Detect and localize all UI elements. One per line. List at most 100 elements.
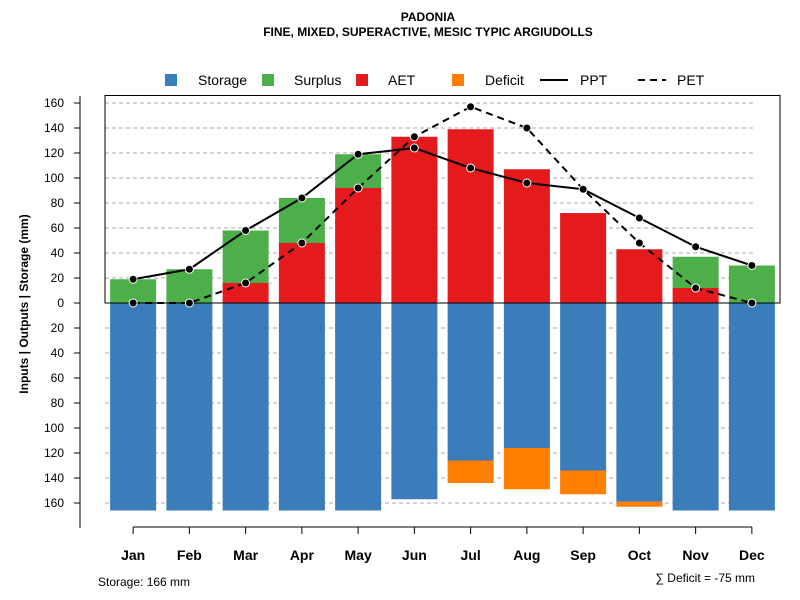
legend-label: Storage (198, 72, 247, 88)
x-tick-label: Aug (513, 547, 540, 563)
x-tick-label: Jul (461, 547, 481, 563)
pet-point (522, 123, 532, 133)
legend-item-surplus: Surplus (262, 72, 341, 88)
x-axis: Jan Feb Mar Apr May Jun Jul Aug Sep Oct Nov Dec (121, 526, 765, 563)
legend-swatch (262, 74, 274, 86)
storage-bar (672, 303, 719, 511)
ppt-point (241, 226, 251, 235)
legend-label: PET (677, 72, 705, 88)
deficit-bar (616, 501, 663, 507)
surplus-bar (278, 198, 325, 243)
y-tick-label: 140 (44, 471, 64, 485)
y-tick-label: 120 (44, 146, 64, 160)
aet-bar (278, 243, 325, 303)
y-axis-label: Inputs | Outputs | Storage (mm) (17, 214, 31, 393)
surplus-bar (110, 279, 157, 303)
pet-point (634, 238, 644, 248)
legend-label: Deficit (485, 72, 524, 88)
legend-item-ppt: PPT (540, 72, 608, 88)
storage-bar (222, 303, 269, 511)
storage-bar (447, 303, 494, 461)
legend: Storage Surplus AET Deficit PPT PET (165, 72, 705, 88)
legend-label: AET (388, 72, 416, 88)
legend-label: PPT (580, 72, 608, 88)
ppt-point (634, 213, 644, 223)
pet-line (133, 105, 753, 304)
ppt-point (747, 261, 757, 270)
storage-bar (616, 303, 663, 502)
y-tick-label: 60 (51, 371, 65, 385)
storage-bar (166, 303, 213, 511)
x-tick-label: Apr (290, 547, 315, 563)
series-lines (128, 102, 757, 308)
storage-bar (278, 303, 325, 511)
storage-bar (728, 303, 775, 511)
surplus-bar (672, 256, 719, 288)
legend-swatch (452, 74, 464, 86)
legend-label: Surplus (294, 72, 341, 88)
aet-bar (222, 283, 269, 303)
ppt-point (184, 264, 194, 274)
storage-bar (335, 303, 382, 511)
legend-item-deficit: Deficit (452, 72, 524, 88)
y-tick-label: 160 (44, 496, 64, 510)
y-axis: 160 140 120 100 80 60 40 20 0 20 40 60 80 100 120 140 16… (44, 96, 81, 528)
ppt-point (409, 143, 419, 153)
pet-point (297, 238, 307, 248)
pet-point (466, 102, 476, 112)
storage-note: Storage: 166 mm (98, 575, 190, 589)
pet-point (128, 298, 138, 308)
legend-swatch (165, 74, 177, 86)
storage-bar (503, 303, 550, 448)
aet-bar (616, 249, 663, 303)
y-tick-label: 140 (44, 121, 64, 135)
legend-item-pet: PET (638, 72, 705, 88)
pet-point (241, 278, 251, 288)
bars (104, 95, 781, 511)
surplus-bar (335, 154, 382, 188)
aet-bar (503, 169, 550, 303)
y-tick-label: 160 (44, 96, 64, 110)
y-tick-label: 40 (51, 246, 65, 260)
legend-swatch (356, 74, 368, 86)
y-tick-label: 40 (51, 346, 65, 360)
deficit-bar (560, 470, 607, 495)
x-tick-label: Dec (739, 547, 765, 563)
aet-bar (560, 213, 607, 303)
x-tick-label: Sep (570, 547, 596, 563)
ppt-point (353, 149, 363, 159)
storage-bar (391, 303, 438, 500)
storage-bar (110, 303, 157, 511)
surplus-bar (728, 265, 775, 303)
ppt-line (132, 146, 753, 281)
ppt-point (297, 193, 307, 203)
y-tick-label: 120 (44, 446, 64, 460)
ppt-point (691, 242, 701, 252)
legend-item-aet: AET (356, 72, 416, 88)
pet-point (691, 283, 701, 293)
legend-item-storage: Storage (165, 72, 247, 88)
x-tick-label: Mar (233, 547, 258, 563)
chart-title: PADONIA (401, 10, 456, 24)
pet-point (409, 132, 419, 142)
storage-bar (560, 303, 607, 471)
x-tick-label: May (345, 547, 372, 563)
deficit-bar (503, 448, 550, 490)
aet-bar (335, 188, 382, 303)
aet-bar (391, 136, 438, 303)
ppt-point (128, 274, 138, 284)
ppt-point (578, 184, 588, 194)
pet-point (184, 298, 194, 308)
y-tick-label: 80 (51, 396, 65, 410)
y-tick-label: 20 (51, 321, 65, 335)
chart-subtitle: FINE, MIXED, SUPERACTIVE, MESIC TYPIC AR… (263, 25, 593, 39)
y-tick-label: 80 (51, 196, 65, 210)
y-tick-label: 100 (44, 171, 64, 185)
pet-point (747, 298, 757, 308)
x-tick-label: Jan (121, 547, 145, 563)
ppt-point (522, 178, 532, 188)
surplus-bar (222, 230, 269, 283)
x-tick-label: Feb (177, 547, 202, 563)
x-tick-label: Nov (682, 547, 709, 563)
